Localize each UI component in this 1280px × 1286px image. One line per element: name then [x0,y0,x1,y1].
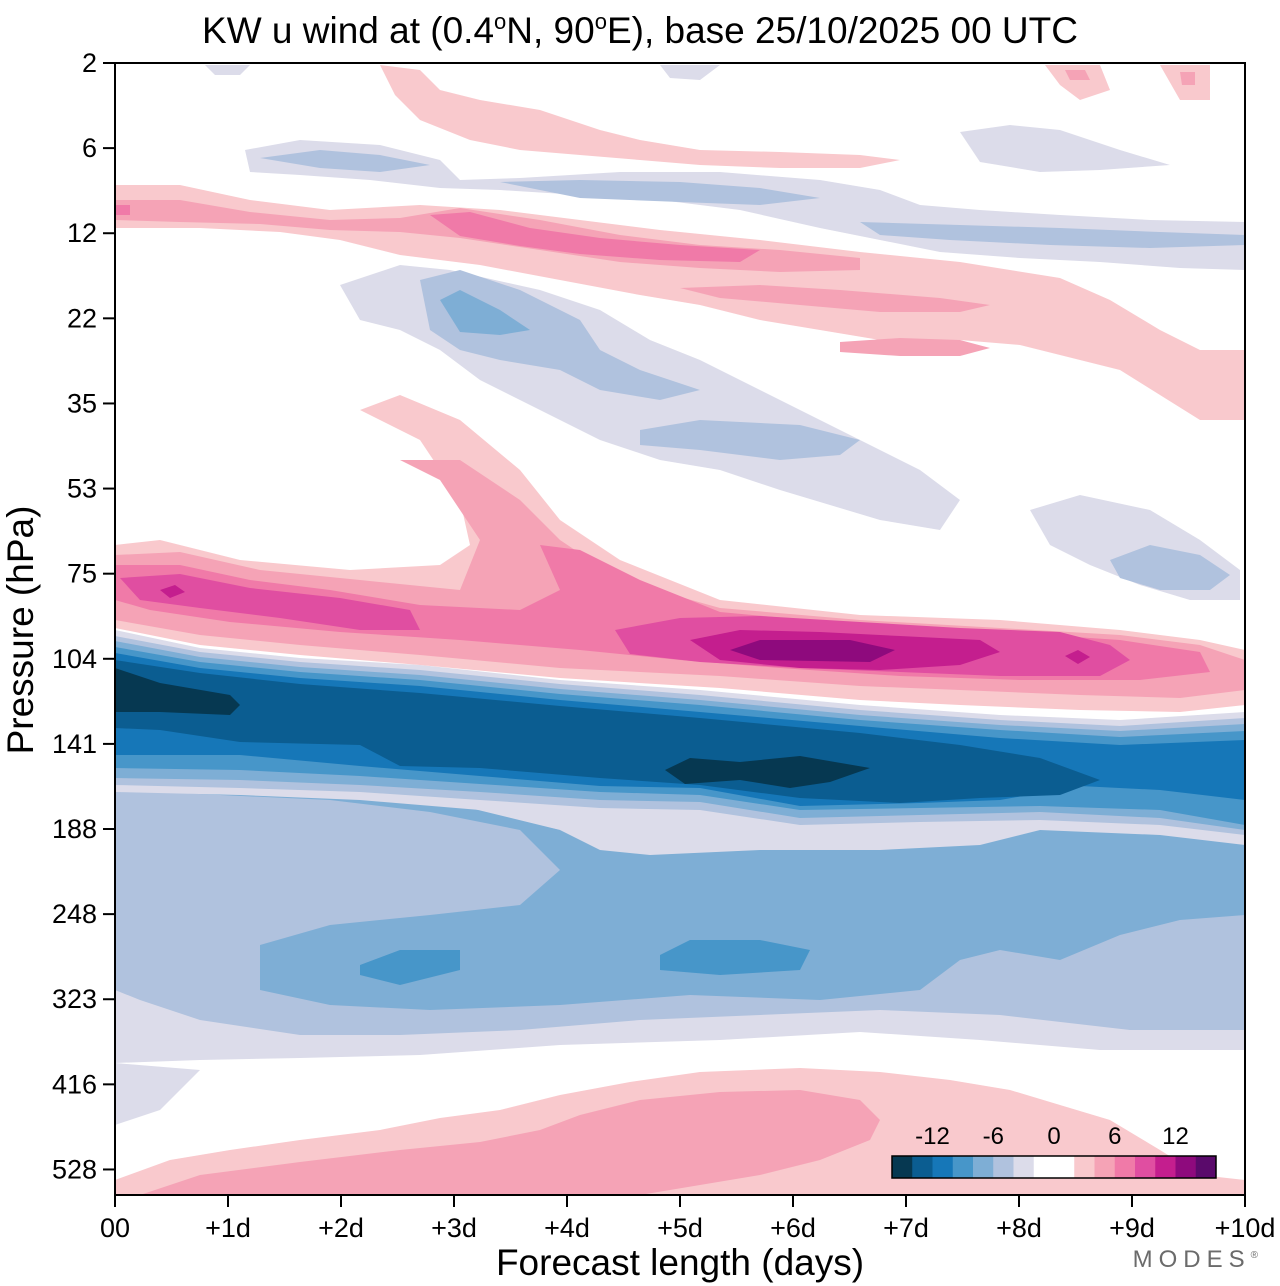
contour-pos10-band-c [1065,650,1090,664]
y-tick-label: 12 [67,218,97,248]
contour-neg4-upper-c [1110,545,1230,590]
colorbar-swatch [892,1156,913,1178]
x-tick-label: +4d [544,1213,590,1243]
y-tick-label: 323 [52,984,97,1014]
y-tick-label: 248 [52,899,97,929]
y-tick-label: 22 [67,303,97,333]
colorbar-tick-label: -12 [915,1123,950,1150]
colorbar-swatch [1114,1156,1136,1178]
colorbar-tick-label: 12 [1162,1123,1189,1150]
y-tick-label: 53 [67,474,97,504]
y-tick-label: 75 [67,559,97,589]
colorbar-swatch [973,1156,994,1178]
modes-logo: MODES® [1132,1246,1258,1273]
contour-pos8-band [120,574,420,630]
contour-neg6-upper-a [440,290,530,335]
y-tick-label: 416 [52,1069,97,1099]
colorbar-swatch [912,1156,933,1178]
colorbar-swatch [1013,1156,1035,1178]
x-tick-label: +1d [205,1213,251,1243]
colorbar-swatch [952,1156,974,1178]
colorbar: -12 -6 0 6 12 [891,1123,1217,1179]
colorbar-frame [891,1155,1217,1179]
chart-title: KW u wind at (0.4oN, 90oE), base 25/10/2… [202,9,1078,51]
y-axis-title: Pressure (hPa) [0,506,41,755]
x-tick-label: 00 [100,1213,130,1243]
y-axis: 2 6 12 22 35 53 75 104 141 188 248 323 416 528 [52,48,115,1184]
colorbar-tick-label: -6 [983,1123,1004,1150]
colorbar-swatch [1155,1156,1176,1178]
contour-neg4-6hpa [260,150,1245,248]
contour-neg2-top-a [205,65,720,80]
y-tick-label: 528 [52,1154,97,1184]
contour-neg4-upper-b [640,420,860,460]
x-tick-label: +8d [996,1213,1042,1243]
x-tick-label: +3d [431,1213,477,1243]
contour-pos2-12hpa [115,185,1245,420]
y-tick-label: 2 [82,48,97,78]
y-tick-label: 141 [52,729,97,759]
colorbar-swatch [1195,1156,1217,1178]
y-tick-label: 104 [52,644,97,674]
contour-pos6-12hpa [115,205,760,262]
contour-pos4-lower [140,1090,880,1195]
x-tick-label: +6d [770,1213,816,1243]
contour-neg8-lower-a [360,950,460,985]
colorbar-swatch [1054,1156,1075,1178]
contour-neg14-core-a [115,668,240,715]
contour-pos2-top [380,65,900,168]
colorbar-swatch [1135,1156,1156,1178]
y-tick-label: 35 [67,388,97,418]
colorbar-swatch [993,1156,1014,1178]
x-tick-label: +5d [657,1213,703,1243]
contour-pos10-band-a [160,585,185,598]
colorbar-swatch [1033,1156,1055,1178]
x-axis: 00 +1d +2d +3d +4d +5d +6d +7d +8d +9d +10d [100,1195,1275,1243]
contour-neg4-upper-a [420,270,700,400]
x-tick-label: +7d [883,1213,929,1243]
contour-neg2-lower-tail [115,1063,200,1125]
x-tick-label: +9d [1109,1213,1155,1243]
contour-pos4-22hpa [680,285,990,356]
x-tick-label: +10d [1215,1213,1276,1243]
y-tick-label: 188 [52,814,97,844]
colorbar-swatch [1175,1156,1197,1178]
colorbar-swatch [1094,1156,1116,1178]
x-tick-label: +2d [318,1213,364,1243]
colorbar-tick-label: 6 [1108,1123,1121,1150]
colorbar-swatch [1074,1156,1095,1178]
contour-neg14-core-b [665,756,870,788]
contour-neg8-lower-b [660,940,810,975]
contour-pos12-band [730,640,895,662]
colorbar-tick-label: 0 [1047,1123,1060,1150]
contour-pos4-top-east [1065,70,1195,85]
contour-neg2-6hpa-east [960,125,1170,172]
y-tick-label: 6 [82,133,97,163]
colorbar-swatch [932,1156,954,1178]
x-axis-title: Forecast length (days) [496,1242,864,1283]
